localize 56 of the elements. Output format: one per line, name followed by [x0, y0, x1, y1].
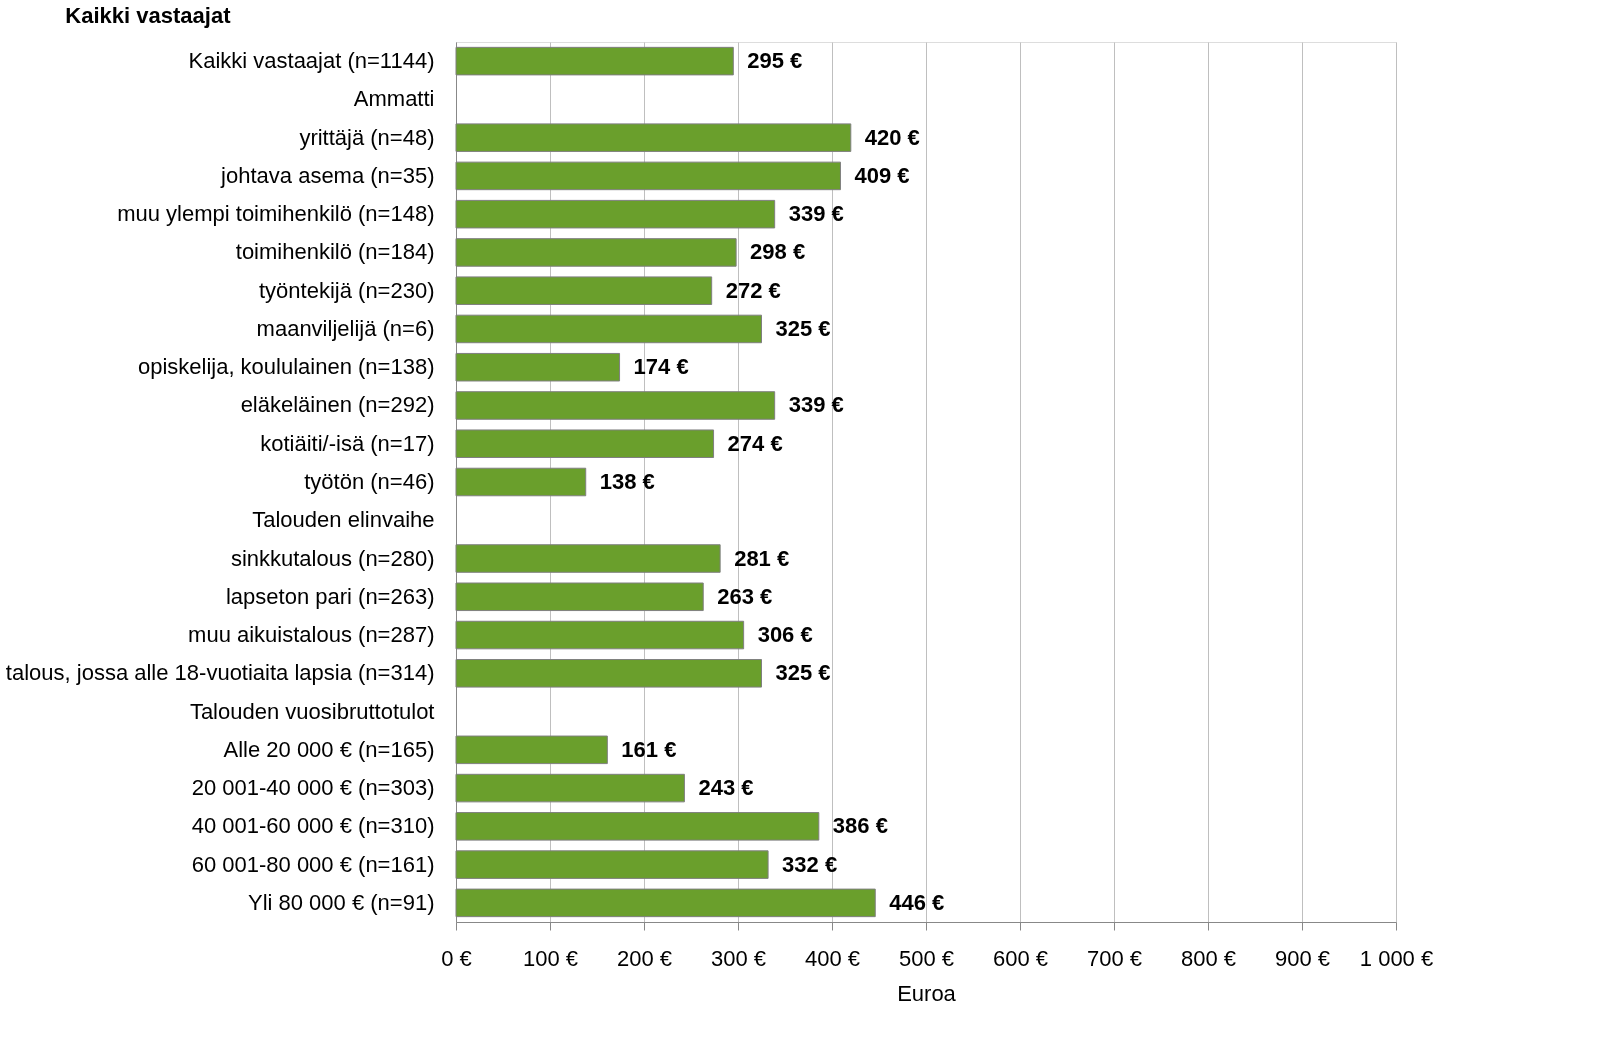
y-tick-label: talous, jossa alle 18-vuotiaita lapsia (n=314) — [5, 660, 435, 686]
data-label: 274 € — [727, 430, 783, 456]
data-label: 243 € — [698, 775, 754, 801]
x-tick-label: 1 000 € — [1359, 945, 1434, 971]
y-tick-label: lapseton pari (n=263) — [225, 583, 435, 609]
data-label: 332 € — [782, 851, 838, 877]
x-tick-label: 700 € — [1086, 945, 1143, 971]
y-tick-label: 60 001-80 000 € (n=161) — [191, 851, 435, 877]
data-label: 161 € — [621, 736, 677, 762]
y-tick-label: Alle 20 000 € (n=165) — [223, 736, 435, 762]
data-label: 446 € — [889, 889, 945, 915]
y-tick-label: Kaikki vastaajat (n=1144) — [188, 48, 435, 74]
y-tick-label: 20 001-40 000 € (n=303) — [191, 775, 435, 801]
y-tick-label: työtön (n=46) — [304, 469, 435, 494]
data-label: 325 € — [775, 315, 831, 341]
x-tick-label: 800 € — [1180, 945, 1237, 971]
y-tick-label: yrittäjä (n=48) — [299, 124, 435, 150]
data-label: 306 € — [757, 622, 813, 648]
y-tick-label: toimihenkilö (n=184) — [235, 239, 435, 265]
y-tick-label: kotiäiti/-isä (n=17) — [260, 430, 435, 456]
data-label: 339 € — [788, 392, 844, 418]
x-tick-label: 0 € — [441, 945, 472, 971]
text: Kaikki vastaajat — [65, 3, 232, 28]
y-tick-label: Yli 80 000 € (n=91) — [247, 889, 435, 915]
data-label: 295 € — [747, 48, 803, 74]
x-tick-label: 200 € — [616, 945, 673, 971]
y-tick-label: 40 001-60 000 € (n=310) — [191, 813, 435, 839]
data-label: 409 € — [854, 162, 910, 188]
x-tick-label: 100 € — [522, 945, 579, 971]
y-tick-label: muu aikuistalous (n=287) — [188, 622, 435, 648]
y-tick-label: johtava asema (n=35) — [220, 162, 435, 188]
y-tick-label: Ammatti — [353, 86, 435, 112]
y-tick-label: opiskelija, koululainen (n=138) — [137, 354, 435, 380]
x-tick-label: 900 € — [1274, 945, 1331, 971]
y-tick-label: muu ylempi toimihenkilö (n=148) — [117, 201, 435, 227]
x-axis-title: Euroa — [897, 980, 957, 1006]
data-label: 174 € — [633, 354, 689, 380]
data-label: 263 € — [717, 583, 773, 609]
y-tick-label: sinkkutalous (n=280) — [230, 545, 435, 571]
data-label: 272 € — [725, 277, 781, 303]
y-tick-label: Talouden elinvaihe — [252, 507, 435, 533]
data-label: 298 € — [750, 239, 806, 265]
x-tick-label: 600 € — [992, 945, 1049, 971]
data-label: 386 € — [832, 813, 888, 839]
y-tick-label: maanviljelijä (n=6) — [256, 315, 435, 341]
x-tick-label: 300 € — [710, 945, 767, 971]
x-tick-label: 400 € — [804, 945, 861, 971]
data-label: 420 € — [864, 124, 920, 150]
data-label: 281 € — [734, 545, 790, 571]
y-tick-label: eläkeläinen (n=292) — [240, 392, 435, 418]
y-tick-label: työntekijä (n=230) — [259, 277, 435, 303]
data-label: 138 € — [599, 469, 655, 494]
data-label: 325 € — [775, 660, 831, 686]
y-tick-label: Talouden vuosibruttotulot — [189, 698, 435, 724]
x-tick-label: 500 € — [898, 945, 955, 971]
data-label: 339 € — [788, 201, 844, 227]
